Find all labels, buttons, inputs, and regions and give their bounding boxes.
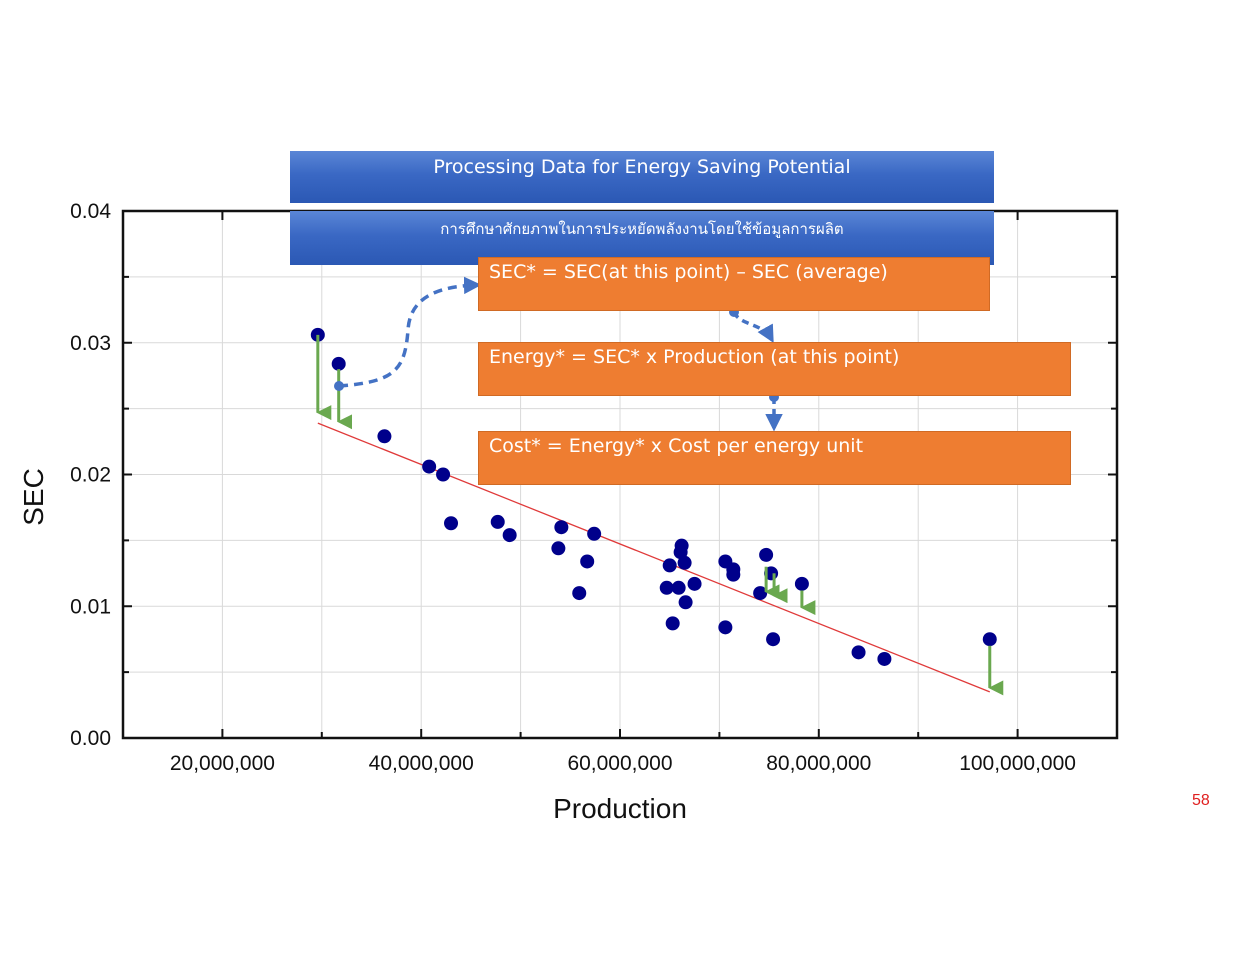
y-axis-title: SEC	[18, 468, 49, 526]
sec-formula-box: SEC* = SEC(at this point) – SEC (average…	[478, 257, 990, 311]
data-point	[766, 632, 781, 647]
y-tick-label: 0.04	[70, 200, 111, 223]
data-point	[665, 616, 680, 631]
data-point	[436, 467, 451, 482]
x-tick-label: 60,000,000	[567, 752, 672, 775]
data-point	[580, 554, 595, 569]
data-point	[422, 459, 437, 474]
data-point	[753, 586, 768, 601]
deviation-arrows-layer	[316, 334, 1004, 696]
x-tick-label: 40,000,000	[369, 752, 474, 775]
data-point	[877, 651, 892, 666]
data-point	[851, 645, 866, 660]
data-point	[572, 586, 587, 601]
flow-arrow-to-energy-box	[732, 311, 774, 344]
data-point	[674, 538, 689, 553]
data-point	[554, 520, 569, 535]
x-tick-label: 20,000,000	[170, 752, 275, 775]
tick-labels-layer: 20,000,000 40,000,000 60,000,000 80,000,000…	[70, 200, 1076, 775]
data-point	[662, 558, 677, 573]
data-point	[444, 516, 459, 531]
y-tick-label: 0.01	[70, 595, 111, 618]
data-point	[587, 526, 602, 541]
flow-arrow-to-sec-box	[338, 276, 482, 388]
data-point	[718, 620, 733, 635]
banner-title: Processing Data for Energy Saving Potent…	[290, 151, 994, 203]
x-tick-label: 80,000,000	[766, 752, 871, 775]
data-point	[671, 580, 686, 595]
banner-subtitle: การศึกษาศักยภาพในการประหยัดพลังงานโดยใช้…	[290, 211, 994, 265]
y-tick-label: 0.02	[70, 464, 111, 487]
data-point	[687, 576, 702, 591]
data-points-layer	[310, 327, 997, 666]
data-point	[678, 595, 693, 610]
data-point	[502, 528, 517, 543]
data-point	[659, 580, 674, 595]
data-point	[794, 576, 809, 591]
data-point	[377, 429, 392, 444]
cost-formula-box: Cost* = Energy* x Cost per energy unit	[478, 431, 1071, 485]
page-number: 58	[1192, 792, 1210, 809]
y-tick-label: 0.03	[70, 332, 111, 355]
x-tick-label: 100,000,000	[959, 752, 1076, 775]
data-point	[726, 567, 741, 582]
data-point	[982, 632, 997, 647]
data-point	[759, 547, 774, 562]
data-point	[677, 555, 692, 570]
y-tick-label: 0.00	[70, 727, 111, 750]
data-point	[331, 356, 346, 371]
data-point	[551, 541, 566, 556]
x-axis-title: Production	[553, 793, 687, 824]
energy-formula-box: Energy* = SEC* x Production (at this poi…	[478, 342, 1071, 396]
data-point	[490, 514, 505, 529]
